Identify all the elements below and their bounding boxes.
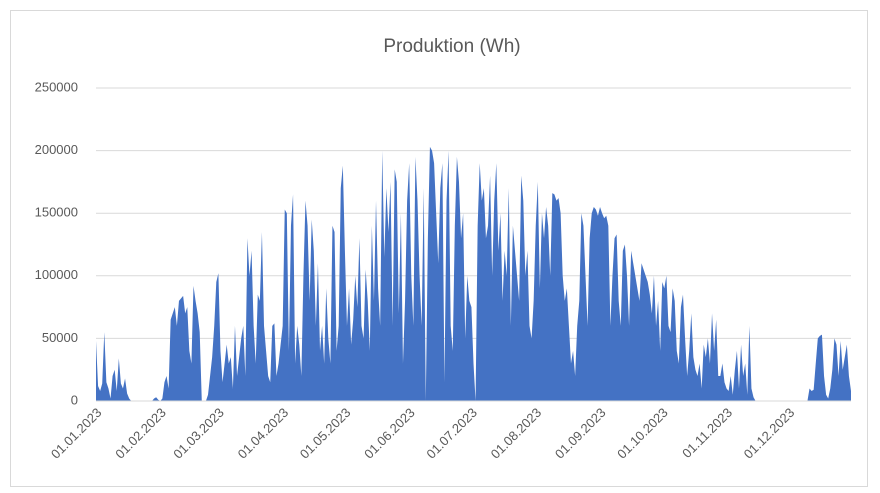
chart-title: Produktion (Wh) (383, 36, 520, 57)
y-tick-label: 200000 (35, 142, 78, 157)
y-tick-label: 100000 (35, 267, 78, 282)
y-tick-label: 50000 (42, 330, 78, 345)
y-tick-label: 250000 (35, 79, 78, 94)
y-tick-label: 150000 (35, 205, 78, 220)
area (96, 146, 851, 401)
y-tick-label: 0 (71, 392, 78, 407)
